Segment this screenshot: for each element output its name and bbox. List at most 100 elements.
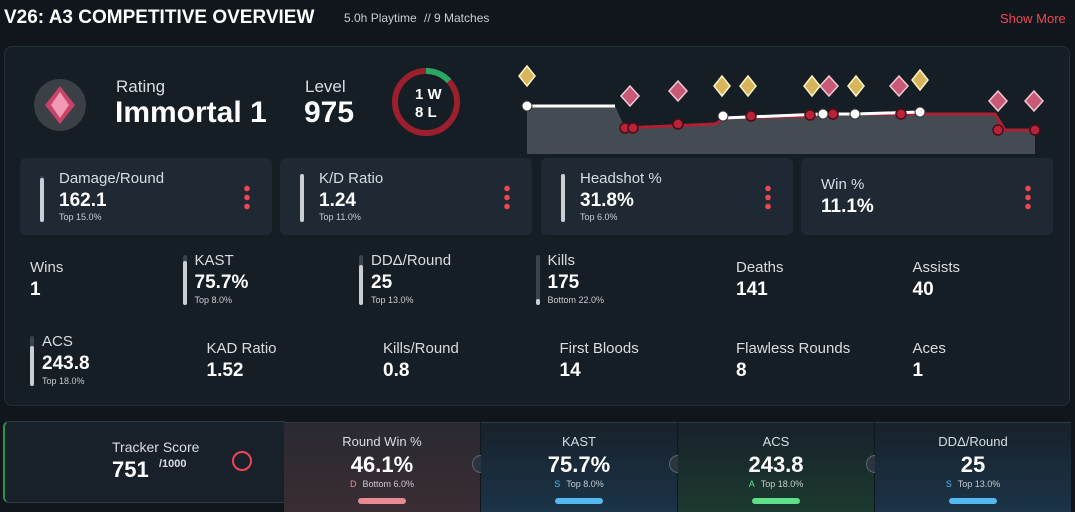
grade-bar (358, 498, 406, 504)
tracker-label: Tracker Score (112, 439, 200, 455)
stat-label: Kills/Round (383, 340, 459, 357)
metric-label: DDΔ/Round (938, 434, 1008, 449)
win-loss-ring (392, 67, 460, 136)
stat-value: 25 (371, 272, 393, 293)
rating-label: Rating (116, 77, 166, 96)
metric-panel: KAST 75.7% S Top 8.0% (481, 422, 677, 512)
metric-rank: Top 13.0% (957, 479, 1001, 489)
metric-rank-row: S Top 13.0% (875, 479, 1071, 489)
stat-value: 1 (912, 360, 924, 381)
rating-value: Immortal 1 (115, 96, 267, 129)
metric-label: ACS (762, 434, 790, 449)
stat-value: 1.52 (206, 360, 244, 381)
rank-history-graph (518, 64, 1045, 154)
level-label: Level (305, 77, 346, 96)
level-value: 975 (304, 96, 355, 129)
stat-rank: Top 8.0% (194, 295, 233, 305)
grade-bar (949, 498, 997, 504)
grade-bar (752, 498, 800, 504)
metric-rank-row: A Top 18.0% (678, 479, 874, 489)
metric-value: 75.7% (547, 452, 611, 477)
metric-panel: DDΔ/Round 25 S Top 13.0% (875, 422, 1071, 512)
stat-card: K/D Ratio 1.24 Top 11.0% (280, 158, 532, 235)
card-rank: Top 11.0% (319, 212, 361, 222)
metric-panel: ACS 243.8 A Top 18.0% (678, 422, 874, 512)
stat-rank: Top 13.0% (371, 295, 414, 305)
stat-value: 243.8 (42, 353, 90, 374)
metric-value: 25 (960, 452, 986, 477)
percentile-fill (359, 265, 363, 305)
rank-icon (34, 79, 86, 131)
wins-count: 1 W (415, 86, 442, 103)
tracker-value: 751 (112, 457, 149, 482)
stat-card: Win % 11.1% (801, 158, 1053, 235)
metric-rank: Top 8.0% (566, 479, 604, 489)
metric-label: Round Win % (342, 434, 422, 449)
stat-card: Damage/Round 162.1 Top 15.0% (20, 158, 272, 235)
stat-value: 0.8 (383, 360, 410, 381)
playtime: 5.0h Playtime (344, 11, 417, 25)
metric-grade: S (945, 479, 952, 489)
stat-value: 40 (912, 279, 934, 300)
stat-label: KAST (194, 252, 234, 269)
metric-grade: D (349, 479, 357, 489)
metric-label: KAST (562, 434, 596, 449)
card-label: Headshot % (580, 170, 662, 187)
stat-label: Aces (912, 340, 946, 357)
metric-rank: Top 18.0% (760, 479, 804, 489)
stat-value: 1 (30, 279, 41, 300)
metric-grade: S (554, 479, 561, 489)
percentile-bar (535, 255, 540, 305)
card-value: 11.1% (821, 196, 874, 217)
percentile-fill (30, 346, 34, 386)
percentile-fill (535, 299, 540, 305)
metric-value: 243.8 (748, 452, 804, 477)
percentile-fill (182, 261, 187, 305)
page-title: V26: A3 COMPETITIVE OVERVIEW (4, 7, 315, 28)
metric-panel: Round Win % 46.1% D Bottom 6.0% (284, 422, 480, 512)
stat-label: DDΔ/Round (371, 252, 452, 269)
info-icon[interactable] (232, 451, 252, 471)
card-label: Damage/Round (59, 170, 165, 187)
losses-count: 8 L (415, 104, 437, 121)
stat-label: Assists (912, 259, 961, 276)
metric-value: 46.1% (350, 452, 414, 477)
metric-grade: A (748, 479, 755, 489)
card-value: 31.8% (580, 190, 634, 211)
card-value: 162.1 (59, 190, 107, 211)
stat-label: Kills (547, 252, 576, 269)
stat-value: 175 (547, 272, 580, 293)
more-menu[interactable] (504, 184, 510, 210)
stat-label: Deaths (736, 259, 784, 276)
metric-rank-row: D Bottom 6.0% (284, 479, 480, 489)
card-value: 1.24 (319, 190, 356, 211)
stat-value: 75.7% (194, 272, 249, 293)
card-rank: Top 15.0% (59, 212, 102, 222)
percentile-fill (40, 178, 44, 222)
more-menu[interactable] (1025, 184, 1031, 210)
match-count: // 9 Matches (424, 11, 490, 25)
stat-value: 14 (559, 360, 581, 381)
stat-label: First Bloods (559, 340, 639, 357)
more-menu[interactable] (244, 184, 250, 210)
stat-rank: Bottom 22.0% (547, 295, 605, 305)
percentile-fill (561, 174, 565, 222)
stat-value: 141 (736, 279, 768, 300)
metric-rank-row: S Top 8.0% (481, 479, 677, 489)
show-more-link[interactable]: Show More (1000, 11, 1066, 26)
stat-rank: Top 18.0% (42, 376, 85, 386)
stat-value: 8 (736, 360, 747, 381)
stat-label: Flawless Rounds (736, 340, 851, 357)
stat-card: Headshot % 31.8% Top 6.0% (541, 158, 793, 235)
stat-label: KAD Ratio (206, 340, 277, 357)
percentile-fill (300, 174, 304, 222)
stat-label: ACS (42, 333, 73, 350)
tracker-max: /1000 (159, 458, 187, 470)
more-menu[interactable] (765, 184, 771, 210)
grade-bar (555, 498, 603, 504)
metric-rank: Bottom 6.0% (362, 479, 415, 489)
stat-label: Wins (30, 259, 64, 276)
card-label: Win % (821, 176, 865, 193)
